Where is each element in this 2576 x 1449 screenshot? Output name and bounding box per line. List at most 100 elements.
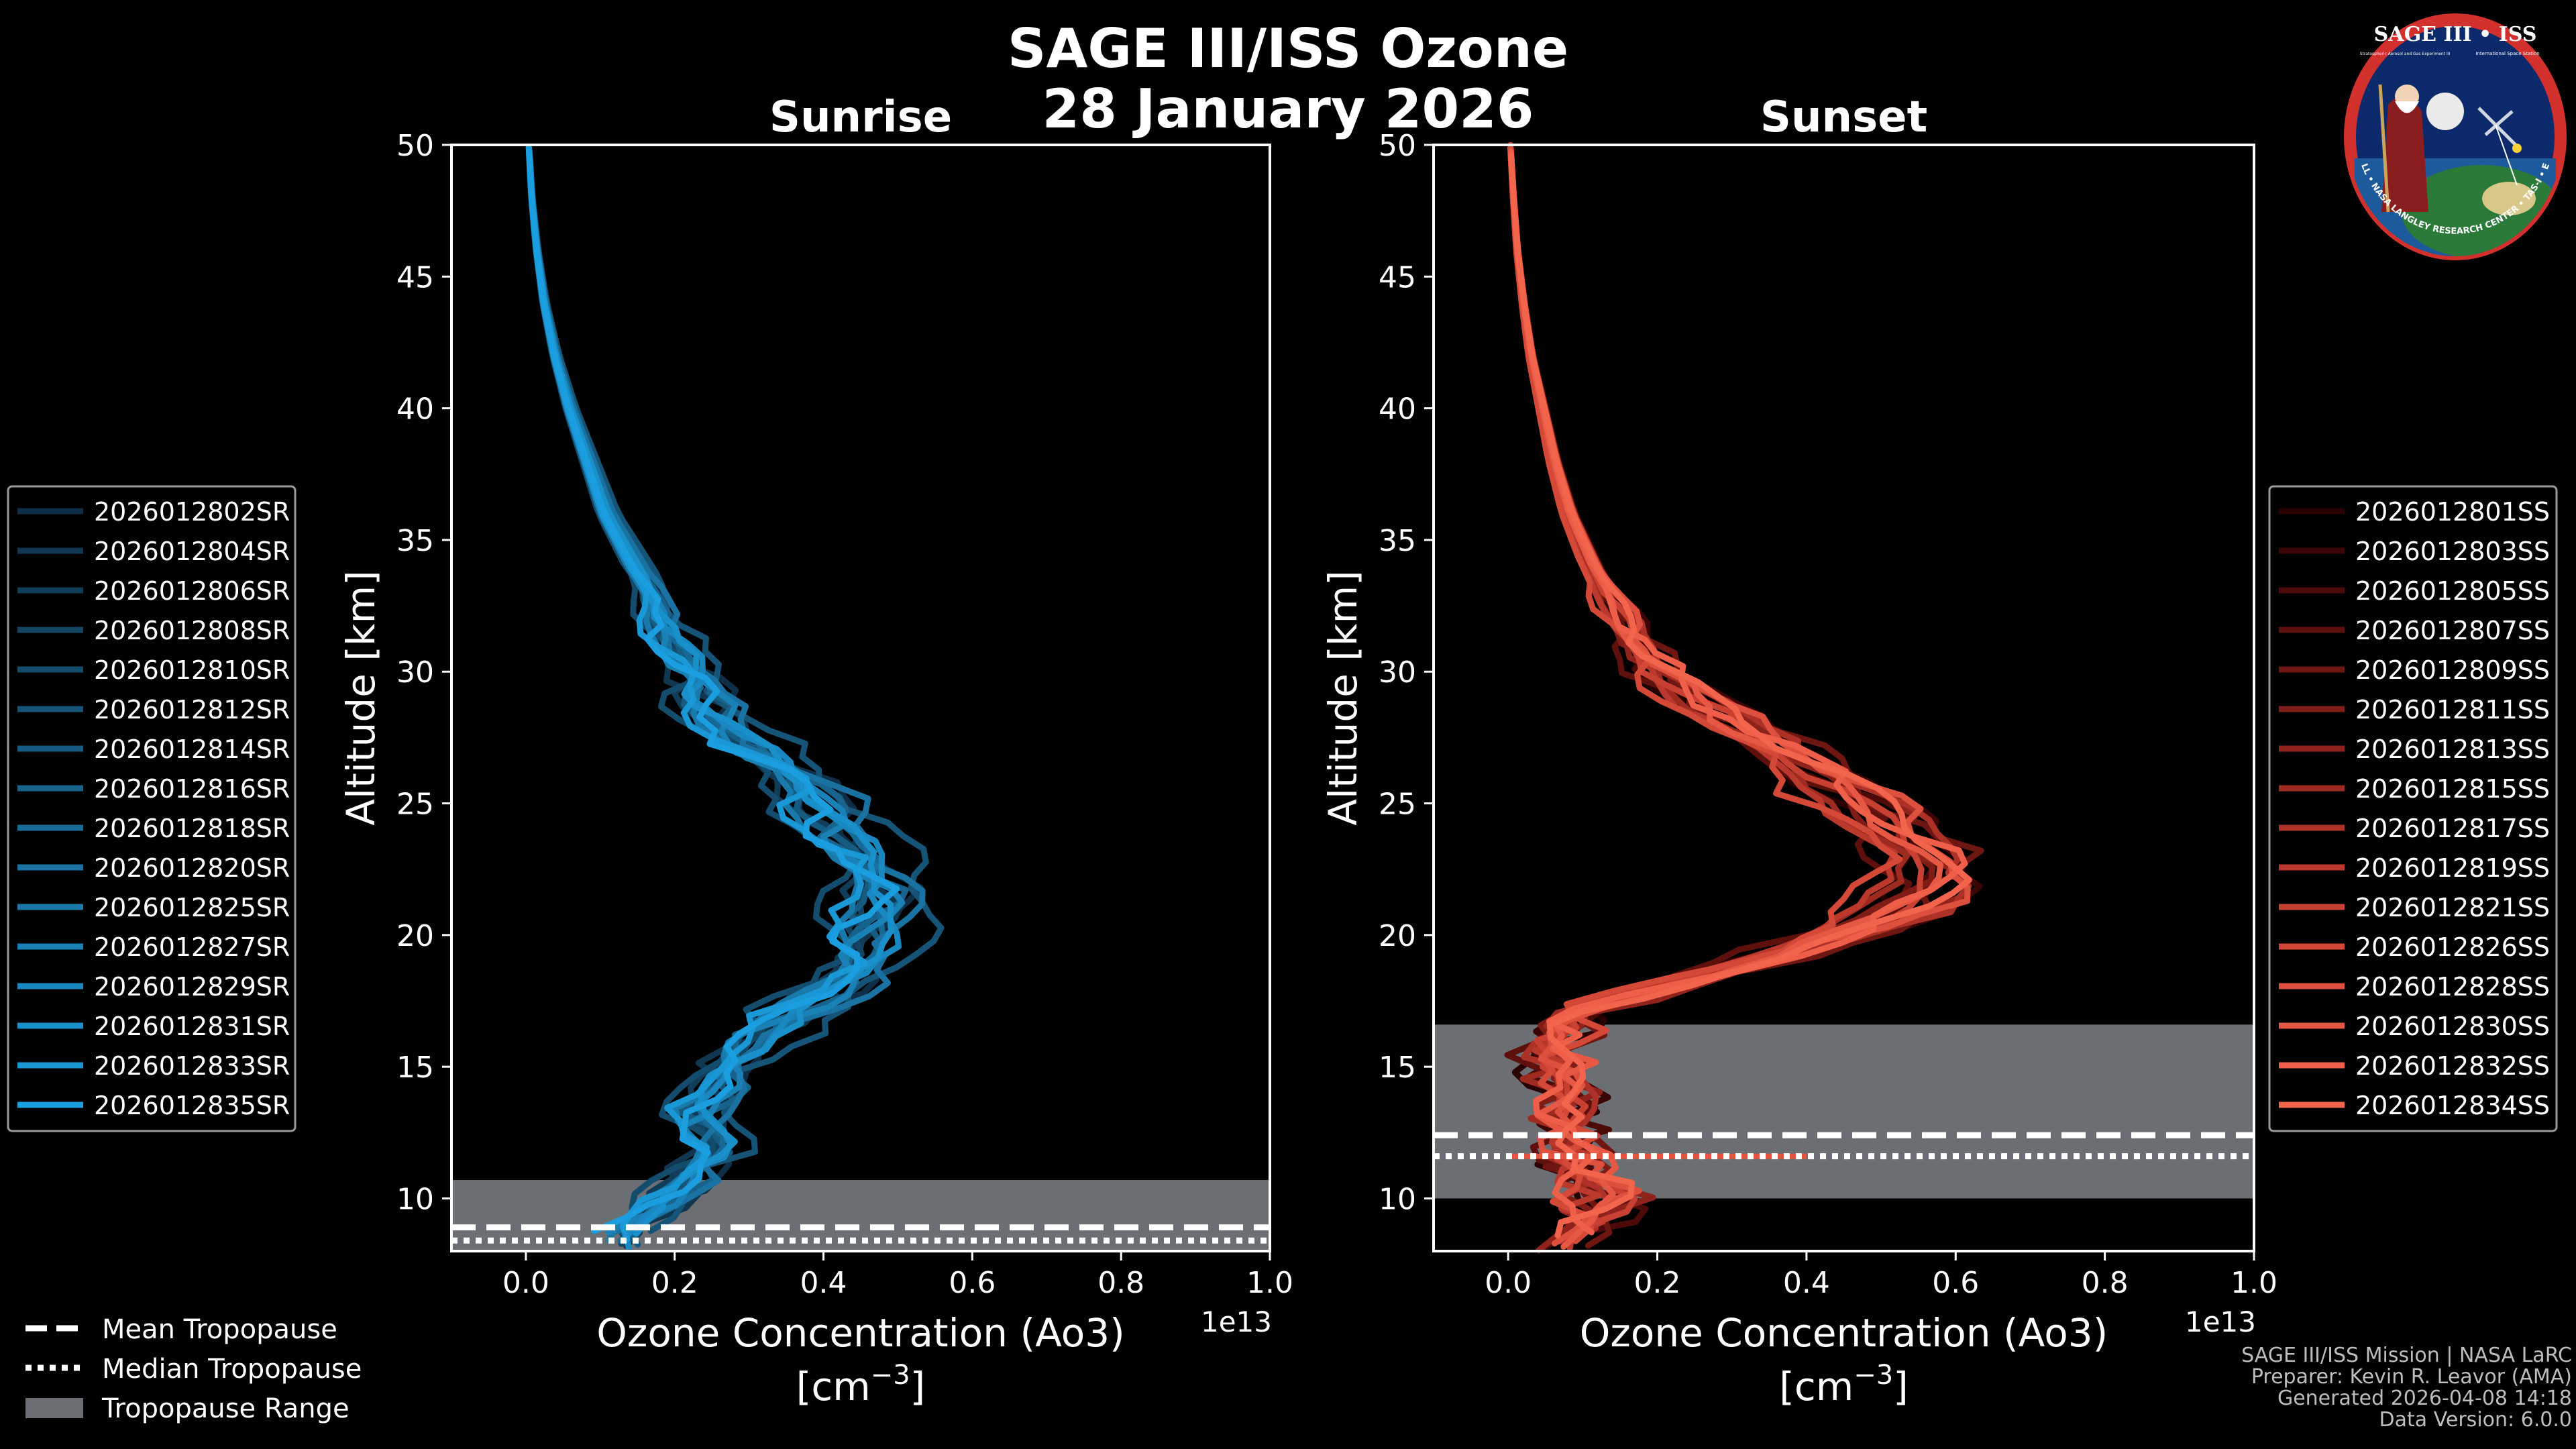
logo-subtitle-right: International Space Station xyxy=(2475,51,2539,56)
y-tick-label: 50 xyxy=(1379,129,1416,163)
y-tick-label: 35 xyxy=(1379,524,1416,558)
figure-title-line1: SAGE III/ISS Ozone xyxy=(1007,17,1569,80)
legend-tropopause: Mean Tropopause Median Tropopause Tropopau… xyxy=(25,1314,362,1424)
legend-label: 2026012818SR xyxy=(94,814,290,843)
y-tick-label: 40 xyxy=(396,392,434,427)
legend-mean-label: Mean Tropopause xyxy=(102,1314,337,1345)
profile-lines xyxy=(1504,142,1984,1254)
panel-sunset: Sunset 10 15 20 25 30 35 40 45 50 0.0 0.2 0.4 0.6 0.8 1… xyxy=(1320,93,2277,1409)
x-tick-label: 0.2 xyxy=(651,1266,698,1300)
legend-label: 2026012813SS xyxy=(2355,735,2550,764)
legend-label: 2026012803SS xyxy=(2355,537,2550,566)
series-2026012834SS xyxy=(1508,152,1972,1239)
legend-label: 2026012814SR xyxy=(94,735,290,764)
sun-icon xyxy=(2512,144,2522,153)
x-tick-label: 1.0 xyxy=(1246,1266,1293,1300)
y-tick-label: 10 xyxy=(1379,1182,1416,1216)
legend-label: 2026012821SS xyxy=(2355,893,2550,922)
x-tick-label: 0.6 xyxy=(1932,1266,1979,1300)
moon-icon xyxy=(2426,93,2464,130)
wizard-icon xyxy=(2381,96,2428,212)
y-tick-label: 45 xyxy=(1379,260,1416,294)
y-tick-label: 25 xyxy=(1379,788,1416,822)
legend-label: 2026012812SR xyxy=(94,695,290,724)
legend-label: 2026012820SR xyxy=(94,853,290,883)
legend-label: 2026012832SS xyxy=(2355,1051,2550,1081)
panel-sunrise: Sunrise 10 15 20 25 30 35 40 45 50 0.0 0.2 0.4 0.6 0.8… xyxy=(338,93,1293,1409)
y-tick-label: 15 xyxy=(1379,1051,1416,1085)
y-tick-label: 25 xyxy=(396,788,434,822)
legend-label: 2026012829SR xyxy=(94,972,290,1002)
legend-label: 2026012807SS xyxy=(2355,616,2550,645)
x-tick-label: 0.4 xyxy=(1783,1266,1830,1300)
x-tick-label: 0.0 xyxy=(1485,1266,1532,1300)
y-axis-label: Altitude [km] xyxy=(1320,570,1366,825)
legend-label: 2026012804SR xyxy=(94,537,290,566)
y-tick-label: 20 xyxy=(396,919,434,953)
legend-label: 2026012810SR xyxy=(94,655,290,685)
y-tick-label: 45 xyxy=(396,260,434,294)
panel-title: Sunset xyxy=(1760,93,1927,142)
credits-mission: SAGE III/ISS Mission | NASA LaRC xyxy=(2241,1344,2572,1367)
axes-frame xyxy=(1432,144,2255,1252)
legend-label: 2026012825SR xyxy=(94,893,290,922)
logo-subtitle-left: Stratospheric Aerosol and Gas Experiment… xyxy=(2360,52,2451,56)
legend-box xyxy=(7,485,297,1132)
legend-label: 2026012806SR xyxy=(94,576,290,606)
legend-sunset: 2026012801SS 2026012803SS 2026012805SS 2026… xyxy=(2268,485,2558,1132)
legend-label: 2026012815SS xyxy=(2355,774,2550,804)
x-scale-factor: 1e13 xyxy=(1201,1305,1272,1338)
x-tick-label: 0.6 xyxy=(949,1266,996,1300)
sage-iii-iss-logo: SAGE III • ISS Stratospheric Aerosol and… xyxy=(2341,11,2567,260)
y-tick-label: 30 xyxy=(396,655,434,690)
credits-block: SAGE III/ISS Mission | NASA LaRC Prepare… xyxy=(2241,1345,2572,1431)
x-tick-label: 0.2 xyxy=(1634,1266,1681,1300)
legend-label: 2026012819SS xyxy=(2355,853,2550,883)
x-axis-unit-exponent: −3 xyxy=(1854,1360,1893,1391)
axes-frame xyxy=(450,144,1271,1252)
y-tick-label: 20 xyxy=(1379,919,1416,953)
figure-title-line2: 28 January 2026 xyxy=(1042,78,1534,140)
credits-preparer: Preparer: Kevin R. Leavor (AMA) xyxy=(2251,1365,2572,1389)
y-tick-label: 30 xyxy=(1379,655,1416,690)
y-tick-label: 50 xyxy=(396,129,434,163)
legend-label: 2026012834SS xyxy=(2355,1091,2550,1120)
x-axis-unit-exponent: −3 xyxy=(871,1360,910,1391)
y-axis-label: Altitude [km] xyxy=(338,570,384,825)
legend-median-label: Median Tropopause xyxy=(102,1354,362,1385)
legend-label: 2026012831SR xyxy=(94,1012,290,1041)
x-tick-label: 0.8 xyxy=(1097,1266,1144,1300)
series-2026012835SR xyxy=(526,148,900,1234)
legend-range-label: Tropopause Range xyxy=(101,1393,350,1424)
legend-label: 2026012817SS xyxy=(2355,814,2550,843)
y-tick-label: 35 xyxy=(396,524,434,558)
legend-label: 2026012802SR xyxy=(94,497,290,527)
logo-title: SAGE III • ISS xyxy=(2374,23,2537,46)
x-axis-label: Ozone Concentration (Ao3) xyxy=(1580,1310,2108,1356)
legend-label: 2026012830SS xyxy=(2355,1012,2550,1041)
x-tick-label: 0.0 xyxy=(502,1266,549,1300)
legend-label: 2026012828SS xyxy=(2355,972,2550,1002)
x-tick-label: 1.0 xyxy=(2231,1266,2277,1300)
legend-label: 2026012827SR xyxy=(94,932,290,962)
legend-label: 2026012835SR xyxy=(94,1091,290,1120)
legend-box xyxy=(2268,485,2558,1132)
legend-label: 2026012805SS xyxy=(2355,576,2550,606)
legend-sunrise: 2026012802SR 2026012804SR 2026012806SR 2026… xyxy=(7,485,297,1132)
legend-label: 2026012808SR xyxy=(94,616,290,645)
x-tick-label: 0.8 xyxy=(2082,1266,2129,1300)
x-axis-unit: [cm−3] xyxy=(1779,1360,1909,1409)
profile-lines xyxy=(525,143,945,1252)
legend-label: 2026012811SS xyxy=(2355,695,2550,724)
legend-label: 2026012816SR xyxy=(94,774,290,804)
x-tick-label: 0.4 xyxy=(800,1266,847,1300)
x-axis-label: Ozone Concentration (Ao3) xyxy=(596,1310,1125,1356)
legend-range-swatch xyxy=(25,1398,83,1418)
panel-title: Sunrise xyxy=(769,93,952,142)
y-tick-label: 40 xyxy=(1379,392,1416,427)
legend-label: 2026012801SS xyxy=(2355,497,2550,527)
legend-label: 2026012809SS xyxy=(2355,655,2550,685)
x-scale-factor: 1e13 xyxy=(2185,1305,2256,1338)
credits-generated: Generated 2026-04-08 14:18 xyxy=(2277,1387,2572,1410)
